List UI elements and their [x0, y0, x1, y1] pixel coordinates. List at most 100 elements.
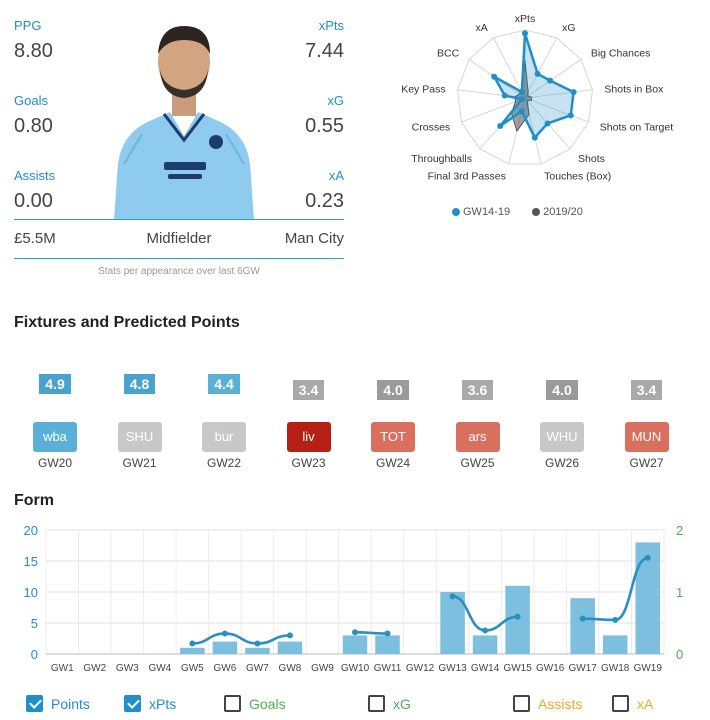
radar-axis-label: Shots on Target	[600, 121, 673, 133]
radar-legend-label: GW14-19	[463, 206, 511, 218]
gameweek-label: GW22	[206, 456, 241, 470]
gameweek-label: GW25	[460, 456, 495, 470]
points-bar[interactable]	[277, 641, 303, 654]
y-right-tick: 1	[676, 585, 683, 600]
x-tick-label: GW7	[246, 663, 269, 674]
xpts-point[interactable]	[612, 616, 619, 623]
radar-legend-item[interactable]: 2019/20	[532, 206, 583, 218]
legend-label: Goals	[249, 696, 286, 712]
xpts-point[interactable]	[644, 554, 651, 561]
x-tick-label: GW17	[569, 663, 598, 674]
points-bar[interactable]	[635, 542, 660, 654]
gameweek-label: GW26	[544, 456, 579, 470]
points-bar[interactable]	[440, 592, 465, 654]
opponent-badge[interactable]: bur	[202, 422, 246, 452]
predicted-points-badge: 3.6	[461, 380, 494, 400]
opponent-badge[interactable]: liv	[286, 422, 331, 452]
radar-point	[518, 108, 525, 115]
radar-legend-item[interactable]: GW14-19	[452, 206, 510, 218]
xpts-point[interactable]	[449, 593, 456, 600]
fixture-card: 4.9 wba GW20	[25, 374, 85, 474]
form-title: Form	[14, 492, 54, 509]
legend-toggle-points[interactable]: Points	[26, 694, 90, 716]
player-photo	[114, 26, 254, 220]
xpts-point[interactable]	[384, 630, 391, 637]
y-left-tick: 5	[31, 616, 38, 631]
checkbox-icon[interactable]	[513, 695, 530, 712]
xpts-point[interactable]	[221, 630, 228, 637]
y-left-tick: 0	[31, 647, 38, 662]
checkbox-icon[interactable]	[26, 695, 43, 712]
radar-chart: xPts xG Big Chances Shots in Box Shots on Ta…	[401, 13, 673, 183]
opponent-badge[interactable]: wba	[33, 422, 77, 452]
y-left-tick: 20	[24, 523, 38, 538]
assists-value: 0.00	[14, 190, 53, 212]
x-tick-label: GW12	[406, 663, 435, 674]
radar-point	[501, 92, 508, 99]
legend-dot-icon	[532, 208, 541, 216]
x-tick-label: GW13	[438, 663, 467, 674]
legend-toggle-xg[interactable]: xG	[368, 694, 411, 716]
radar-point	[518, 96, 525, 103]
fixture-card: 3.4 liv GW23	[279, 374, 339, 474]
opponent-badge[interactable]: MUN	[624, 422, 669, 452]
player-position: Midfielder	[146, 230, 212, 247]
points-bar[interactable]	[180, 647, 205, 654]
x-tick-label: GW15	[503, 663, 532, 674]
assists-label: Assists	[14, 168, 56, 183]
points-bar[interactable]	[505, 585, 530, 654]
x-tick-label: GW2	[83, 663, 106, 674]
points-bar[interactable]	[342, 635, 368, 654]
radar-legend-label: 2019/20	[543, 206, 583, 218]
radar-series-gw14-19	[490, 33, 575, 140]
xpts-point[interactable]	[514, 613, 521, 620]
gameweek-label: GW23	[291, 456, 326, 470]
form-legend: Points xPts Goals xG Assists xA	[0, 694, 710, 716]
predicted-points-badge: 4.0	[377, 380, 409, 400]
legend-toggle-xa[interactable]: xA	[612, 694, 653, 716]
xpts-point[interactable]	[352, 629, 358, 636]
x-tick-label: GW11	[374, 663, 402, 674]
legend-toggle-xpts[interactable]: xPts	[124, 694, 176, 716]
radar-axis-label: BCC	[437, 48, 460, 60]
legend-label: xG	[393, 696, 411, 712]
ppg-label: PPG	[14, 18, 42, 33]
xpts-point[interactable]	[482, 627, 489, 634]
fixture-card: 4.8 SHU GW21	[110, 374, 170, 474]
radar-axis-label: xPts	[515, 13, 535, 25]
radar-axis-label: Shots in Box	[604, 83, 664, 95]
xa-label: xA	[328, 168, 344, 183]
y-right-tick: 0	[676, 647, 683, 662]
xpts-point[interactable]	[189, 640, 196, 647]
fixture-card: 4.0 TOT GW24	[363, 374, 423, 474]
radar-axis-label: xA	[476, 22, 488, 34]
checkbox-icon[interactable]	[124, 695, 141, 712]
xpts-point[interactable]	[254, 640, 261, 647]
opponent-badge[interactable]: WHU	[540, 422, 584, 452]
points-bar[interactable]	[472, 635, 498, 654]
points-bar[interactable]	[212, 641, 238, 654]
opponent-badge[interactable]: TOT	[371, 422, 415, 452]
opponent-badge[interactable]: ars	[455, 422, 500, 452]
points-bar[interactable]	[375, 635, 400, 654]
player-team: Man City	[284, 230, 344, 247]
checkbox-icon[interactable]	[368, 695, 385, 712]
checkbox-icon[interactable]	[224, 695, 241, 712]
xa-value: 0.23	[305, 190, 344, 212]
radar-axis-label: Key Pass	[401, 83, 445, 95]
xg-label: xG	[327, 93, 344, 108]
radar-axis-label: Touches (Box)	[544, 171, 611, 183]
xpts-point[interactable]	[286, 632, 293, 639]
xpts-line	[354, 631, 388, 635]
predicted-points-badge: 3.4	[292, 380, 325, 400]
radar-point	[491, 73, 498, 80]
points-bar[interactable]	[602, 635, 628, 654]
legend-toggle-assists[interactable]: Assists	[513, 694, 582, 716]
opponent-badge[interactable]: SHU	[117, 422, 162, 452]
points-bar[interactable]	[570, 598, 595, 654]
radar-point	[531, 134, 538, 141]
checkbox-icon[interactable]	[612, 695, 629, 712]
points-bar[interactable]	[245, 647, 270, 654]
xpts-point[interactable]	[579, 615, 586, 622]
legend-toggle-goals[interactable]: Goals	[224, 694, 286, 716]
